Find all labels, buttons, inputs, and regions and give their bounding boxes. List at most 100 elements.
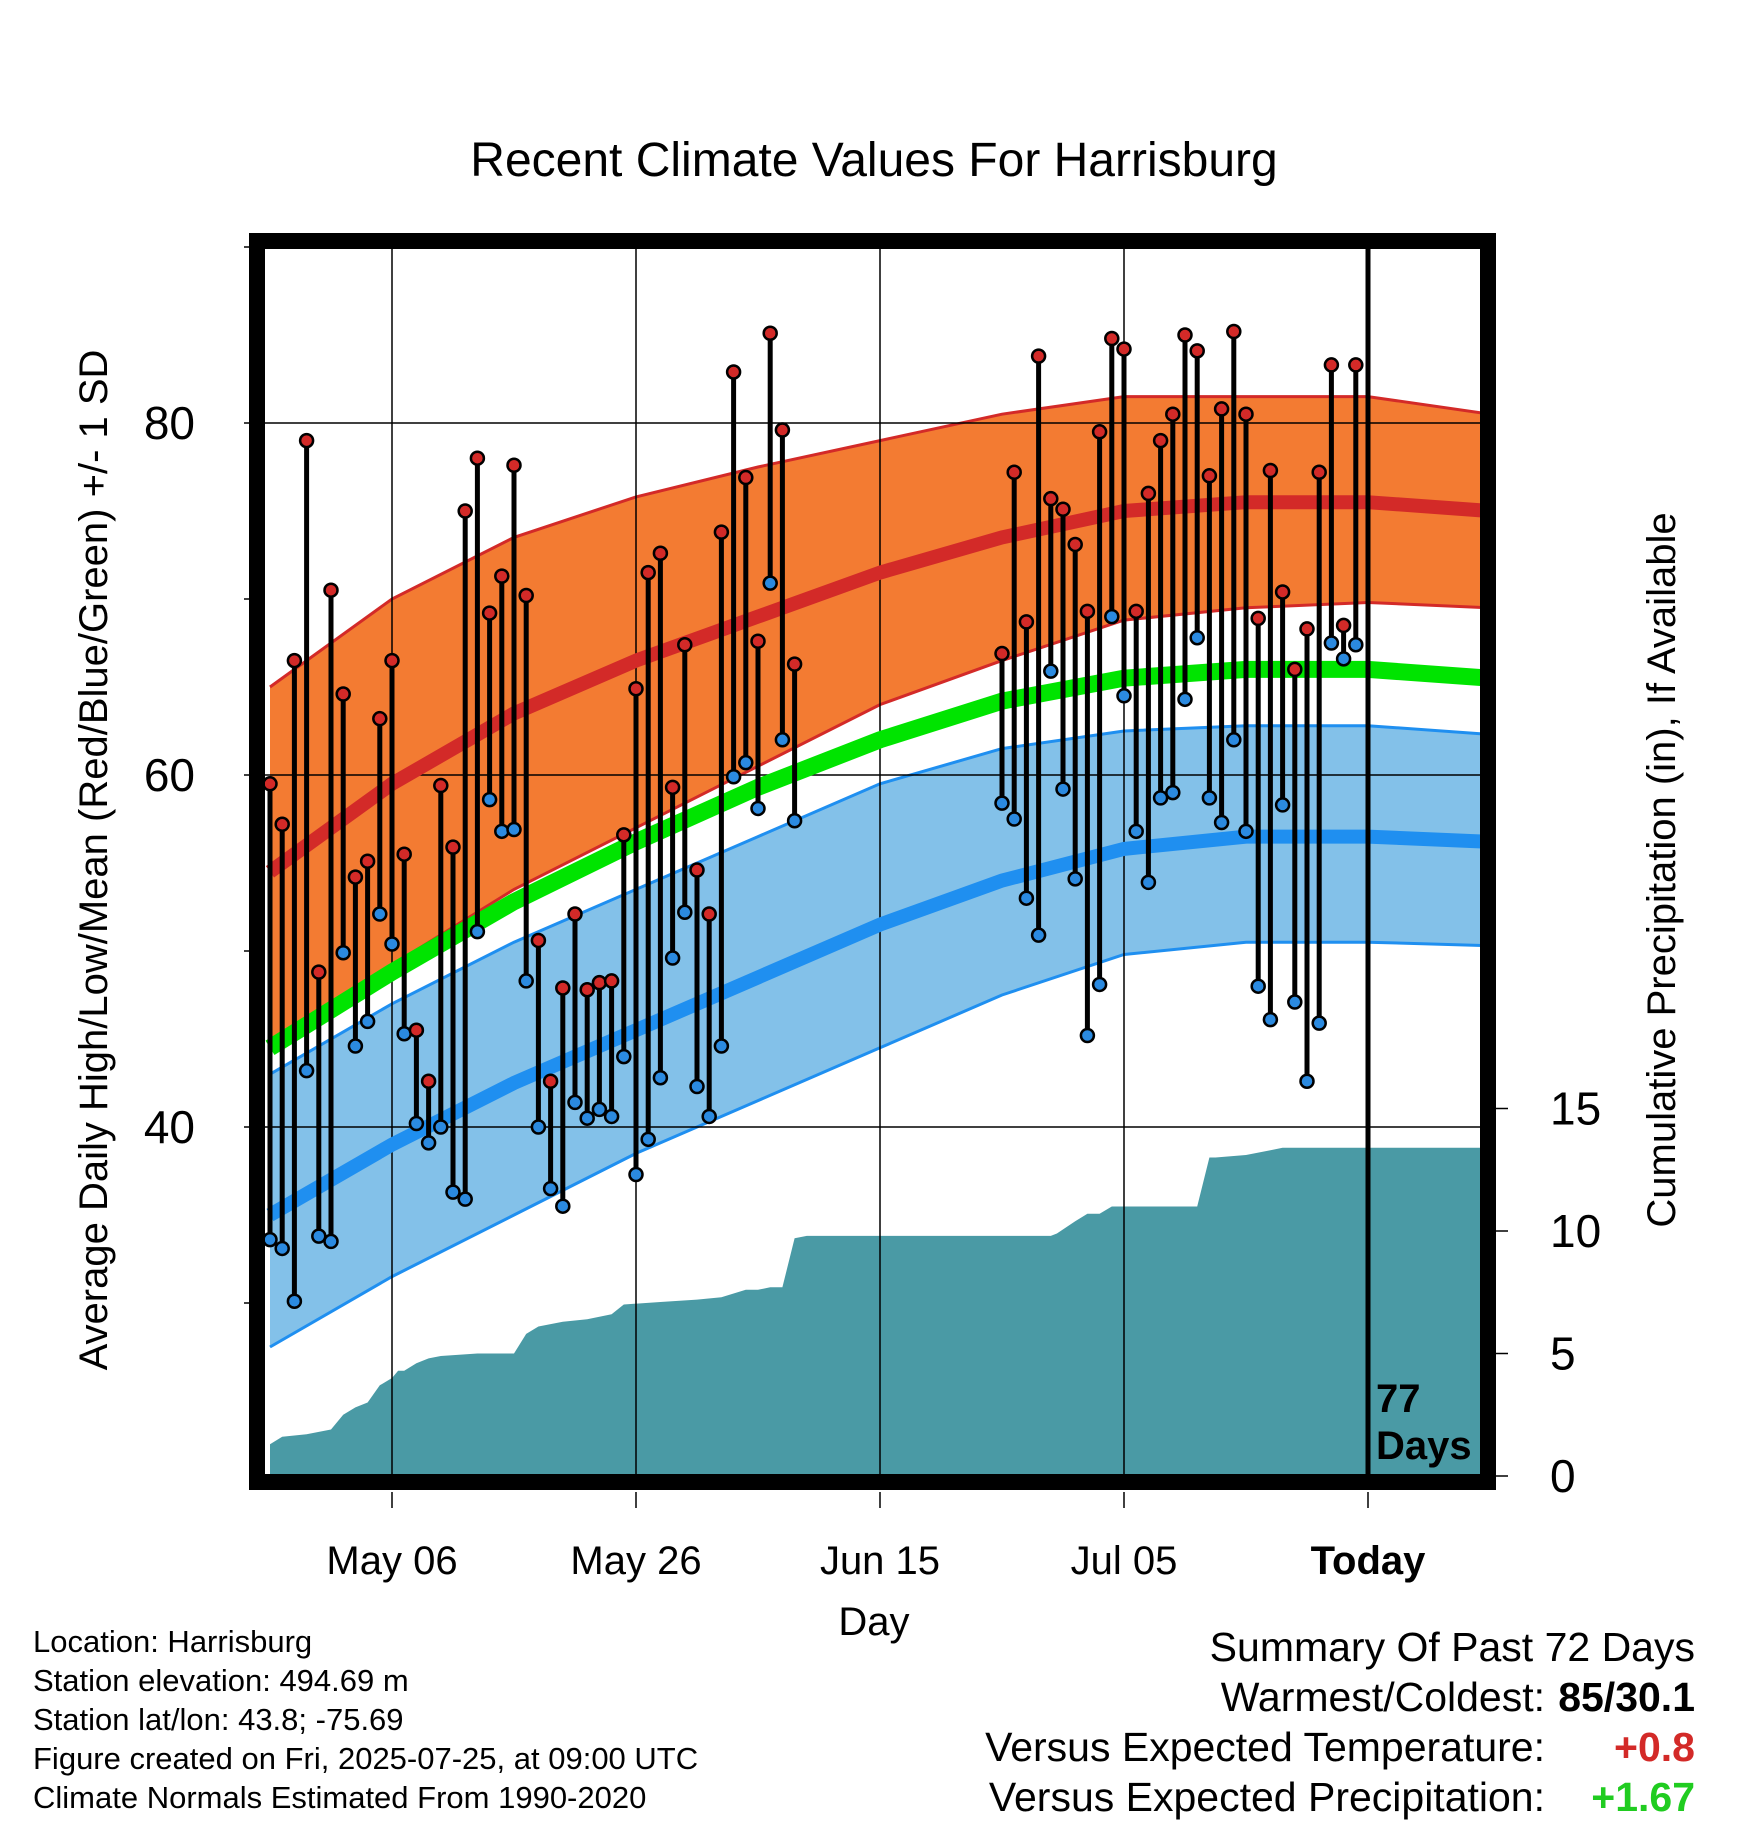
daily-high-point (1079, 603, 1096, 620)
x-tick-label: May 26 (570, 1539, 701, 1583)
daily-high-point (494, 568, 510, 584)
daily-high-point (677, 637, 693, 653)
chart-title: Recent Climate Values For Harrisburg (470, 134, 1277, 187)
created-text: Figure created on Fri, 2025-07-25, at 09… (33, 1741, 699, 1776)
daily-low-point (1274, 797, 1291, 813)
daily-high-point (396, 846, 412, 862)
daily-low-point (311, 1228, 327, 1244)
daily-high-point (579, 981, 595, 998)
daily-high-point (1152, 432, 1169, 449)
daily-high-point (481, 605, 498, 621)
daily-low-point (323, 1233, 339, 1250)
daily-low-point (640, 1131, 656, 1148)
daily-low-point (603, 1108, 620, 1125)
daily-high-point (1213, 401, 1230, 417)
daily-low-point (359, 1013, 376, 1030)
daily-low-point (1311, 1015, 1327, 1031)
daily-low-point (1262, 1011, 1279, 1028)
daily-high-point (1067, 536, 1083, 553)
daily-low-point (1238, 823, 1254, 840)
daily-high-point (1140, 485, 1157, 502)
daily-high-point (1274, 584, 1291, 600)
daily-low-point (433, 1119, 449, 1135)
daily-low-point (494, 823, 510, 840)
daily-high-point (725, 364, 742, 380)
daily-low-point (335, 945, 351, 961)
daily-low-point (677, 904, 693, 921)
daily-low-point (762, 575, 778, 591)
daily-low-point (1213, 814, 1230, 831)
daily-low-point (579, 1110, 595, 1126)
daily-values (262, 323, 1364, 1309)
daily-low-point (725, 769, 742, 785)
y-tick-label: 40 (144, 1101, 195, 1153)
daily-low-point (1335, 651, 1352, 667)
daily-high-point (1201, 468, 1218, 484)
daily-high-point (591, 974, 608, 991)
daily-high-point (274, 816, 290, 833)
daily-high-point (750, 633, 766, 649)
axes: 40 60 80 0 5 10 15 May 06 May 26 Jun 15 Jul 05 Toda… (144, 246, 1601, 1583)
daily-low-point (445, 1184, 461, 1200)
daily-high-point (1238, 406, 1254, 422)
daily-high-point (408, 1022, 425, 1038)
daily-low-point (652, 1069, 669, 1086)
location-text: Location: Harrisburg (33, 1624, 313, 1659)
daily-high-point (457, 503, 473, 519)
daily-high-point (420, 1073, 437, 1089)
x-axis-label: Day (838, 1600, 909, 1644)
daily-high-point (689, 862, 705, 878)
daily-high-point (1348, 357, 1364, 373)
daily-high-point (640, 564, 656, 581)
daily-low-point (774, 732, 791, 748)
summary-panel: Summary Of Past 72 Days Warmest/Coldest:… (985, 1622, 1695, 1822)
daily-high-point (664, 779, 681, 796)
temp-row: Versus Expected Temperature: +0.8 (985, 1722, 1695, 1772)
daily-high-point (1287, 661, 1303, 678)
daily-low-point (1201, 790, 1218, 806)
precipitation-area (270, 1147, 1482, 1476)
y2-tick-label: 10 (1550, 1205, 1601, 1257)
daily-low-point (347, 1038, 364, 1054)
daily-high-point (652, 545, 669, 561)
normals-text: Climate Normals Estimated From 1990-2020 (33, 1780, 647, 1815)
daily-low-point (420, 1135, 437, 1151)
x-tick-label: Jun 15 (820, 1539, 940, 1583)
daily-high-point (786, 656, 803, 672)
y-tick-label: 80 (144, 397, 195, 449)
daily-low-point (555, 1198, 571, 1214)
daily-low-point (664, 950, 681, 966)
daily-high-point (713, 524, 730, 540)
daily-high-point (738, 469, 754, 486)
daily-high-point (1323, 357, 1340, 373)
daily-low-point (286, 1293, 303, 1309)
daily-high-point (1262, 462, 1279, 479)
temp-value: +0.8 (1614, 1724, 1695, 1770)
y2-tick-label: 15 (1550, 1083, 1601, 1135)
warmest-row: Warmest/Coldest: 85/30.1 (985, 1672, 1695, 1722)
high-normal-line (265, 495, 1482, 878)
daily-low-point (567, 1094, 583, 1111)
daily-high-point (1018, 614, 1035, 630)
daily-low-point (1287, 994, 1303, 1010)
daily-low-point (457, 1191, 473, 1207)
daily-high-point (1177, 327, 1193, 343)
daily-high-point (372, 710, 388, 727)
y-axis-label: Average Daily High/Low/Mean (Red/Blue/Gr… (72, 350, 116, 1371)
daily-low-point (274, 1240, 290, 1257)
daily-low-point (1030, 927, 1047, 943)
daily-low-point (738, 754, 754, 771)
daily-high-point (1043, 490, 1059, 507)
daily-high-point (323, 582, 339, 598)
daily-low-point (1299, 1073, 1315, 1089)
plot-border (249, 233, 1496, 1490)
cumulative-precip-area (270, 1147, 1482, 1476)
daily-low-point (481, 791, 498, 808)
daily-low-point (518, 973, 534, 989)
daily-low-point (1250, 978, 1266, 994)
daily-high-point (1311, 464, 1327, 481)
daily-low-point (1055, 781, 1071, 797)
elevation-text: Station elevation: 494.69 m (33, 1663, 409, 1698)
daily-low-point (1104, 608, 1120, 625)
daily-low-point (616, 1048, 632, 1065)
